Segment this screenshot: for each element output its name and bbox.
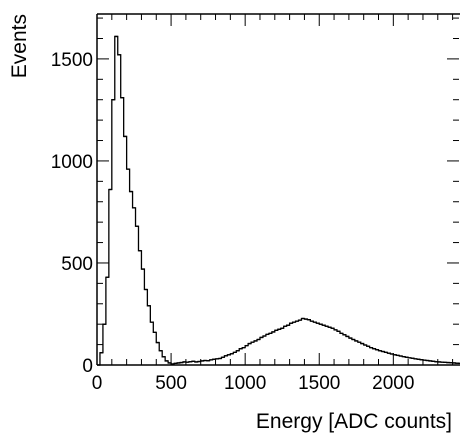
histogram-outline bbox=[97, 35, 460, 366]
y-axis-label: Events bbox=[8, 14, 31, 78]
y-tick-label: 1500 bbox=[51, 50, 93, 71]
x-tick-label: 0 bbox=[92, 373, 103, 394]
y-tick-label: 1000 bbox=[51, 152, 93, 173]
x-axis-label: Energy [ADC counts] bbox=[256, 410, 452, 433]
x-tick-label: 1500 bbox=[298, 373, 340, 394]
x-tick-label: 2000 bbox=[372, 373, 414, 394]
x-tick-label: 500 bbox=[155, 373, 187, 394]
plot-frame bbox=[96, 13, 460, 366]
histogram-marks bbox=[97, 35, 460, 366]
axis-ticks bbox=[96, 14, 459, 366]
tick-labels: 0 500 1000 1500 2000 0 500 1000 1500 bbox=[51, 50, 415, 394]
y-tick-label: 0 bbox=[82, 356, 93, 377]
x-tick-label: 1000 bbox=[224, 373, 266, 394]
y-tick-label: 500 bbox=[61, 254, 93, 275]
